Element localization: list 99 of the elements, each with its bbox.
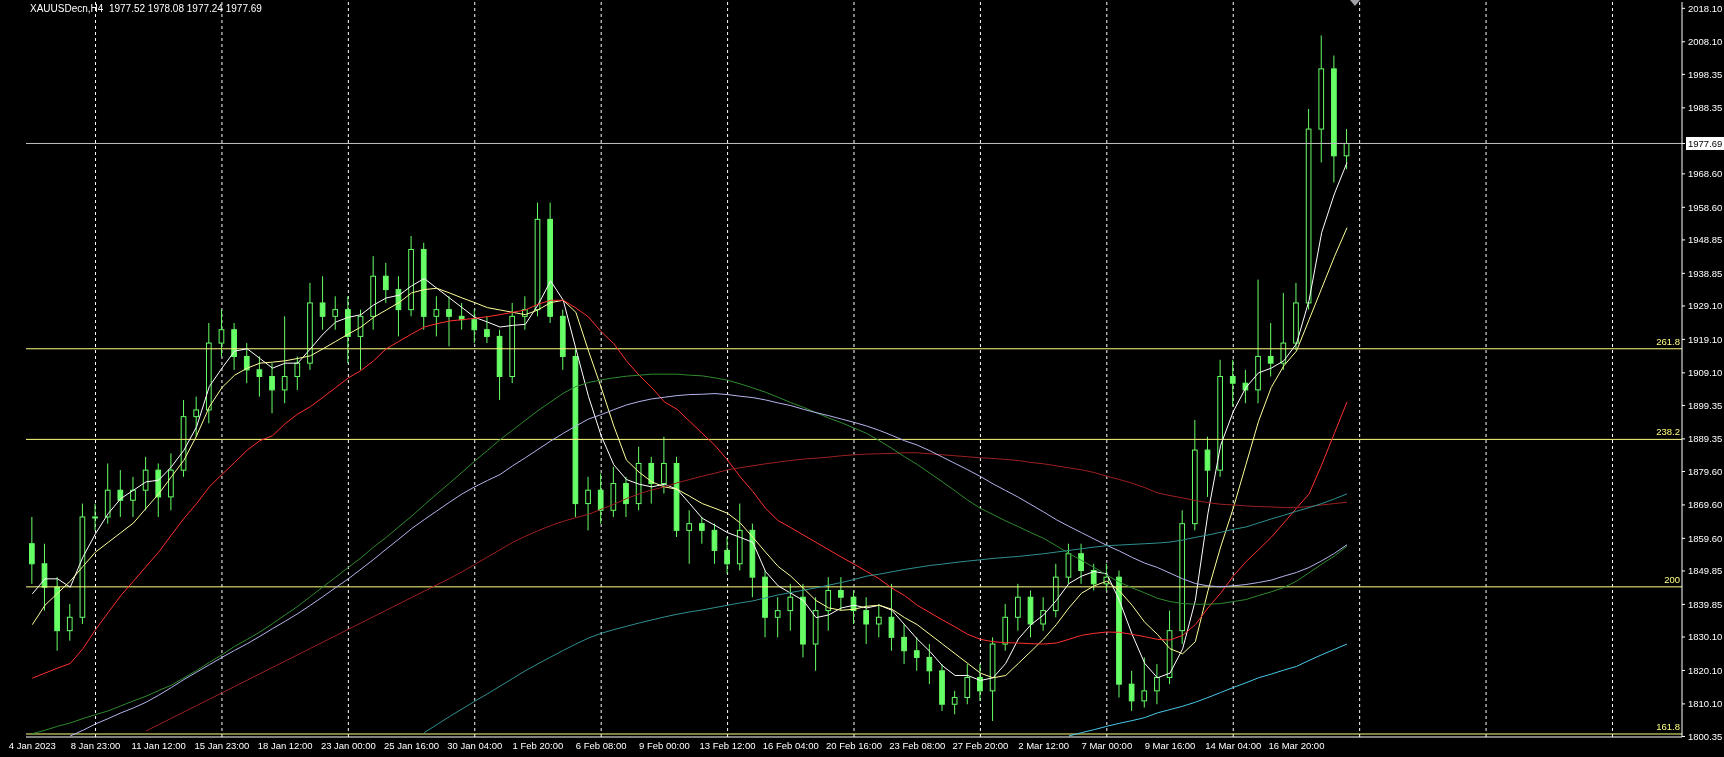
candlestick xyxy=(117,469,124,518)
candlestick xyxy=(623,476,629,518)
candlestick xyxy=(92,503,98,531)
y-tick-label: 1810.10 xyxy=(1688,698,1723,710)
candlestick xyxy=(1331,55,1337,184)
candlestick xyxy=(888,583,895,652)
x-tick-label: 9 Mar 16:00 xyxy=(1144,739,1196,751)
x-tick-label: 16 Feb 04:00 xyxy=(762,739,819,751)
line-series xyxy=(145,452,1348,732)
candlestick xyxy=(1128,670,1135,712)
line-series xyxy=(423,493,1348,734)
x-tick-label: 15 Jan 23:00 xyxy=(194,739,250,751)
y-tick-label: 1839.85 xyxy=(1688,598,1723,610)
candlestick xyxy=(484,315,490,344)
candlestick xyxy=(1078,543,1084,585)
y-tick-label: 1919.10 xyxy=(1688,333,1723,345)
y-tick-label: 1820.10 xyxy=(1688,664,1723,676)
candlestick xyxy=(168,452,174,511)
x-tick-label: 2 Mar 12:00 xyxy=(1018,739,1069,751)
y-tick-label: 1938.85 xyxy=(1688,267,1723,279)
y-tick-label: 1998.35 xyxy=(1688,68,1723,80)
candlestick xyxy=(724,536,730,575)
candlestick xyxy=(1255,279,1261,404)
y-tick-label: 1899.35 xyxy=(1688,399,1723,411)
candlestick xyxy=(54,576,60,652)
candlestick xyxy=(446,295,452,347)
candlestick xyxy=(585,476,591,531)
candlestick xyxy=(382,262,389,304)
x-tick-label: 1 Feb 20:00 xyxy=(512,739,564,751)
y-tick-label: 1830.10 xyxy=(1688,631,1723,643)
x-tick-label: 13 Feb 12:00 xyxy=(699,739,756,751)
annotation: 238.2 xyxy=(1656,426,1680,438)
y-tick-label: 1948.85 xyxy=(1688,234,1723,246)
x-tick-label: 8 Jan 23:00 xyxy=(70,739,121,751)
y-tick-label: 1988.35 xyxy=(1688,102,1723,114)
candlestick xyxy=(345,295,351,364)
candlestick xyxy=(41,543,48,612)
line-series xyxy=(1068,643,1348,737)
candlestick xyxy=(1267,322,1274,378)
y-tick-label: 1869.60 xyxy=(1688,499,1723,511)
candlestick xyxy=(1154,663,1160,705)
candlestick xyxy=(838,576,844,612)
y-tick-label: 2008.10 xyxy=(1688,36,1723,48)
candlestick xyxy=(370,255,376,331)
annotation: 161.8 xyxy=(1656,720,1680,732)
candlestick xyxy=(269,362,275,414)
annotation: 261.8 xyxy=(1656,335,1680,347)
candlestick xyxy=(547,202,553,324)
y-tick-label: 1958.60 xyxy=(1688,201,1723,213)
candlestick xyxy=(1318,34,1325,164)
x-tick-label: 9 Feb 00:00 xyxy=(639,739,690,751)
y-tick-label: 1849.85 xyxy=(1688,565,1723,577)
x-tick-label: 4 Jan 2023 xyxy=(8,739,56,751)
x-tick-label: 20 Feb 16:00 xyxy=(826,739,882,751)
candlestick xyxy=(661,436,667,495)
candlestick xyxy=(875,603,882,638)
line-series xyxy=(31,299,1348,679)
x-tick-label: 23 Jan 00:00 xyxy=(320,739,376,751)
candlestick xyxy=(1217,359,1223,478)
candlestick xyxy=(1179,509,1186,645)
y-tick-label: 1859.60 xyxy=(1688,532,1723,544)
y-tick-label: 1929.10 xyxy=(1688,300,1723,312)
candlestick xyxy=(1229,359,1236,408)
chart-title: XAUUSDecn,H4 1977.52 1978.08 1977.24 1977.69 xyxy=(30,3,262,15)
x-tick-label: 23 Feb 08:00 xyxy=(889,739,946,751)
candlestick xyxy=(319,275,326,331)
x-tick-label: 30 Jan 04:00 xyxy=(447,739,503,751)
candlestick xyxy=(307,282,313,371)
x-tick-label: 7 Mar 00:00 xyxy=(1081,739,1133,751)
candlestick xyxy=(800,583,806,658)
annotation: 200 xyxy=(1664,573,1680,585)
x-tick-label: 11 Jan 12:00 xyxy=(131,739,186,751)
candlestick xyxy=(774,596,781,638)
candlestick xyxy=(977,663,983,702)
x-tick-label: 14 Mar 04:00 xyxy=(1205,739,1262,751)
candlestick xyxy=(597,473,604,525)
candlestick xyxy=(130,476,136,518)
y-tick-label: 1909.10 xyxy=(1688,367,1723,379)
x-tick-label: 16 Mar 20:00 xyxy=(1268,739,1325,751)
candlestick xyxy=(686,509,693,565)
candlestick xyxy=(1015,583,1021,632)
x-tick-label: 25 Jan 16:00 xyxy=(384,739,440,751)
candlestick xyxy=(408,235,414,317)
candlestick xyxy=(66,603,73,642)
y-tick-label: 1800.35 xyxy=(1688,730,1723,742)
y-tick-label: 2018.10 xyxy=(1688,2,1723,14)
candlestick xyxy=(762,569,768,638)
x-tick-label: 6 Feb 08:00 xyxy=(575,739,627,751)
candlestick xyxy=(29,516,35,585)
y-tick-label: 1879.60 xyxy=(1688,465,1723,477)
x-tick-label: 27 Feb 20:00 xyxy=(952,739,1009,751)
candlestick xyxy=(939,663,945,712)
x-tick-label: 18 Jan 12:00 xyxy=(257,739,313,751)
candlestick xyxy=(901,623,907,665)
y-tick-label: 1889.35 xyxy=(1688,433,1723,445)
candlestick xyxy=(433,295,440,337)
y-tick-label: 1977.69 xyxy=(1688,137,1723,149)
candlestick xyxy=(281,315,288,404)
y-tick-label: 1968.60 xyxy=(1688,168,1723,180)
